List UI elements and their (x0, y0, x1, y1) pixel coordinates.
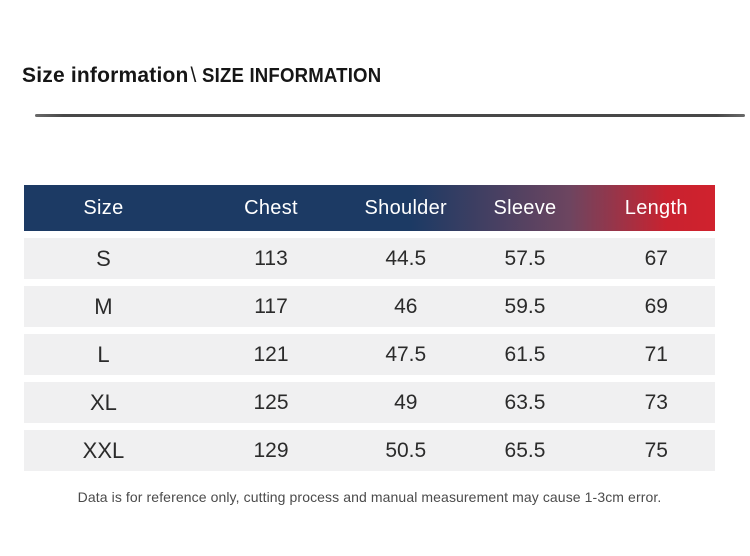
sleeve-cell: 57.5 (504, 246, 546, 270)
size-cell: S (96, 245, 111, 271)
size-cell: L (97, 341, 110, 367)
size-table-header-row: Size Chest Shoulder Sleeve Length (24, 185, 715, 231)
table-row-xxl: XXL 129 50.5 65.5 75 (24, 430, 715, 471)
sleeve-cell: 59.5 (504, 294, 546, 318)
section-title-separator: \ (190, 64, 197, 87)
size-table: Size Chest Shoulder Sleeve Length S 113 … (24, 178, 715, 478)
length-cell: 69 (644, 294, 668, 318)
length-cell: 73 (644, 390, 668, 414)
table-row-l: L 121 47.5 61.5 71 (24, 334, 715, 375)
sleeve-cell: 65.5 (504, 438, 546, 462)
shoulder-cell: 44.5 (385, 246, 427, 270)
footnote: Data is for reference only, cutting proc… (77, 489, 662, 505)
shoulder-cell: 49 (394, 390, 418, 414)
section-title: Size information\ SIZE INFORMATION (22, 64, 395, 88)
size-cell: XL (90, 389, 117, 415)
sleeve-cell: 61.5 (504, 342, 546, 366)
section-title-primary: Size information (22, 64, 189, 87)
column-header-shoulder: Shoulder (364, 196, 447, 219)
length-cell: 75 (644, 438, 668, 462)
table-row-s: S 113 44.5 57.5 67 (24, 238, 715, 279)
length-cell: 67 (644, 246, 668, 270)
chest-cell: 117 (254, 294, 288, 318)
shoulder-cell: 47.5 (385, 342, 427, 366)
table-row-xl: XL 125 49 63.5 73 (24, 382, 715, 423)
column-header-length: Length (624, 196, 688, 219)
column-header-sleeve: Sleeve (493, 196, 557, 219)
size-cell: M (94, 293, 113, 319)
title-underline (35, 114, 745, 117)
size-cell: XXL (82, 437, 125, 463)
shoulder-cell: 46 (394, 294, 418, 318)
length-cell: 71 (644, 342, 668, 366)
chest-cell: 125 (253, 390, 289, 414)
chest-cell: 113 (254, 246, 288, 270)
column-header-size: Size (83, 196, 124, 219)
section-title-secondary: SIZE INFORMATION (202, 65, 382, 87)
shoulder-cell: 50.5 (385, 438, 427, 462)
chest-cell: 121 (253, 342, 289, 366)
chest-cell: 129 (253, 438, 289, 462)
column-header-chest: Chest (244, 196, 298, 219)
sleeve-cell: 63.5 (504, 390, 546, 414)
table-row-m: M 117 46 59.5 69 (24, 286, 715, 327)
